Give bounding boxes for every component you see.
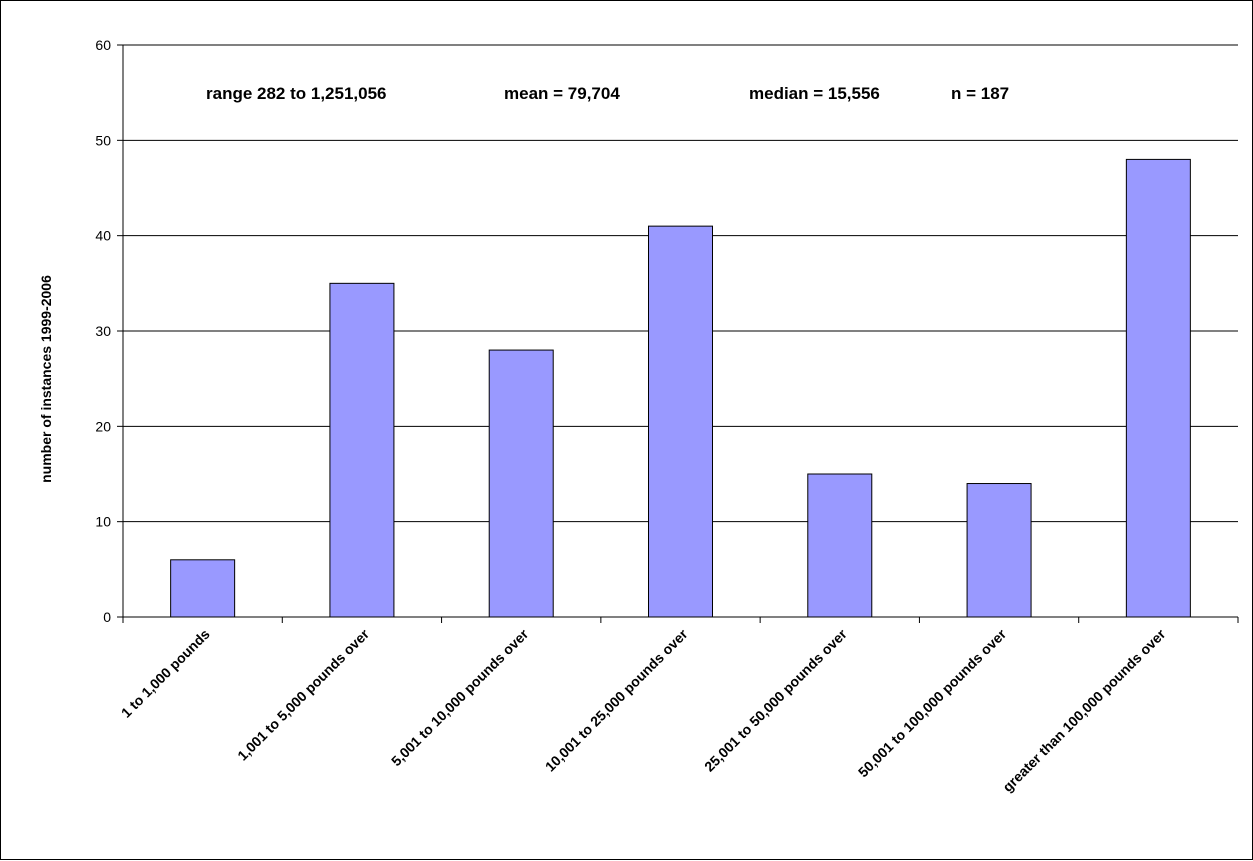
- y-tick-labels: 0 10 20 30 40 50 60: [95, 37, 111, 625]
- y-tick-label: 60: [95, 37, 111, 53]
- x-tick-label: 1 to 1,000 pounds: [118, 626, 213, 721]
- annotation-n: n = 187: [951, 84, 1009, 103]
- y-tick-label: 10: [95, 514, 111, 530]
- bar: [1125, 158, 1191, 618]
- bar: [170, 559, 236, 618]
- x-tick-label: 10,001 to 25,000 pounds over: [542, 625, 691, 774]
- bar: [329, 282, 395, 618]
- x-tick-label: 1,001 to 5,000 pounds over: [234, 625, 372, 763]
- x-tick-label: greater than 100,000 pounds over: [999, 625, 1169, 795]
- x-tick-label: 50,001 to 100,000 pounds over: [855, 625, 1010, 780]
- y-tick-label: 50: [95, 132, 111, 148]
- bars: [170, 158, 1191, 618]
- y-tick-label: 40: [95, 228, 111, 244]
- y-tick-label: 30: [95, 323, 111, 339]
- bar: [807, 473, 873, 618]
- y-tick-label: 20: [95, 418, 111, 434]
- annotation-mean: mean = 79,704: [504, 84, 620, 103]
- annotation-median: median = 15,556: [749, 84, 880, 103]
- annotation-range: range 282 to 1,251,056: [206, 84, 387, 103]
- x-tick-label: 5,001 to 10,000 pounds over: [388, 625, 532, 769]
- x-tick-labels: 1 to 1,000 pounds 1,001 to 5,000 pounds o…: [118, 625, 1169, 795]
- bar: [966, 483, 1032, 618]
- bar: [648, 225, 713, 618]
- bar: [488, 349, 554, 618]
- y-tick-label: 0: [103, 609, 111, 625]
- y-axis-label: number of instances 1999-2006: [38, 275, 54, 483]
- x-tick-label: 25,001 to 50,000 pounds over: [701, 625, 850, 774]
